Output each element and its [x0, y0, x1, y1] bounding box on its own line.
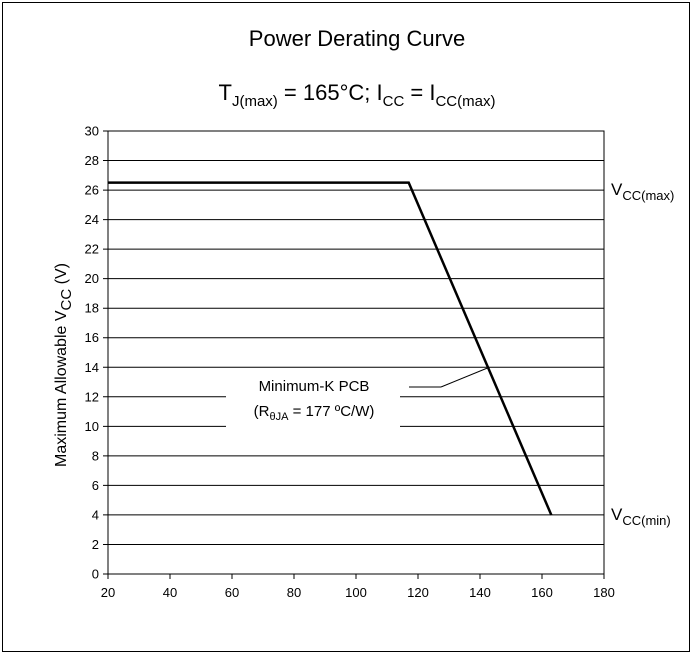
y-tick-label: 2 [92, 537, 99, 552]
x-tick-label: 60 [225, 585, 239, 600]
y-tick-label: 0 [92, 567, 99, 582]
y-tick-label: 30 [85, 124, 99, 139]
y-tick-label: 18 [85, 301, 99, 316]
x-tick-labels: 20 40 60 80 100 120 140 160 180 [101, 574, 615, 600]
y-tick-label: 24 [85, 212, 99, 227]
annotation: Minimum-K PCB (RθJA = 177 ºC/W) [226, 366, 490, 428]
annotation-leader-diag [440, 366, 490, 388]
right-label-1: VCC(min) [611, 505, 671, 528]
y-tick-label: 14 [85, 360, 99, 375]
y-axis-label-unit: (V) [53, 263, 70, 289]
y-tick-label: 26 [85, 183, 99, 198]
subtitle-tj-sub: J(max) [232, 93, 278, 110]
series-line-0 [108, 181, 553, 516]
x-tick-label: 20 [101, 585, 115, 600]
annotation-line1: Minimum-K PCB [259, 378, 370, 395]
plot-area-border [107, 130, 605, 575]
subtitle-iccmax-sub: CC(max) [435, 93, 495, 110]
chart-subtitle: TJ(max) = 165°C; ICC = ICC(max) [219, 80, 496, 110]
y-tick-label: 28 [85, 153, 99, 168]
y-tick-label: 4 [92, 507, 99, 522]
x-tick-label: 120 [407, 585, 429, 600]
series-lines [108, 181, 553, 516]
x-tick-label: 40 [163, 585, 177, 600]
subtitle-tj: T [219, 80, 232, 105]
subtitle-eq: = I [404, 80, 435, 105]
right-label-0: VCC(max) [611, 180, 674, 203]
y-tick-label: 16 [85, 330, 99, 345]
y-axis-label-main: Maximum Allowable V [53, 310, 70, 467]
chart-title: Power Derating Curve [249, 26, 465, 51]
grid-lines [103, 130, 604, 575]
y-axis-label-sub: CC [58, 289, 75, 311]
x-tick-label: 160 [531, 585, 553, 600]
subtitle-icc-sub: CC [383, 93, 405, 110]
annotation-line2: (RθJA = 177 ºC/W) [254, 403, 375, 423]
x-tick-label: 140 [469, 585, 491, 600]
y-tick-label: 8 [92, 448, 99, 463]
subtitle-tj-value: = 165°C; I [278, 80, 383, 105]
y-tick-label: 6 [92, 478, 99, 493]
right-labels: VCC(max) VCC(min) [611, 180, 674, 528]
y-tick-label: 20 [85, 271, 99, 286]
y-axis-label: Maximum Allowable VCC (V) [53, 263, 75, 467]
y-tick-label: 12 [85, 389, 99, 404]
x-tick-label: 80 [287, 585, 301, 600]
y-tick-label: 22 [85, 242, 99, 257]
x-tick-label: 180 [593, 585, 615, 600]
x-tick-label: 100 [345, 585, 367, 600]
y-tick-label: 10 [85, 419, 99, 434]
annotation-background [226, 379, 400, 428]
